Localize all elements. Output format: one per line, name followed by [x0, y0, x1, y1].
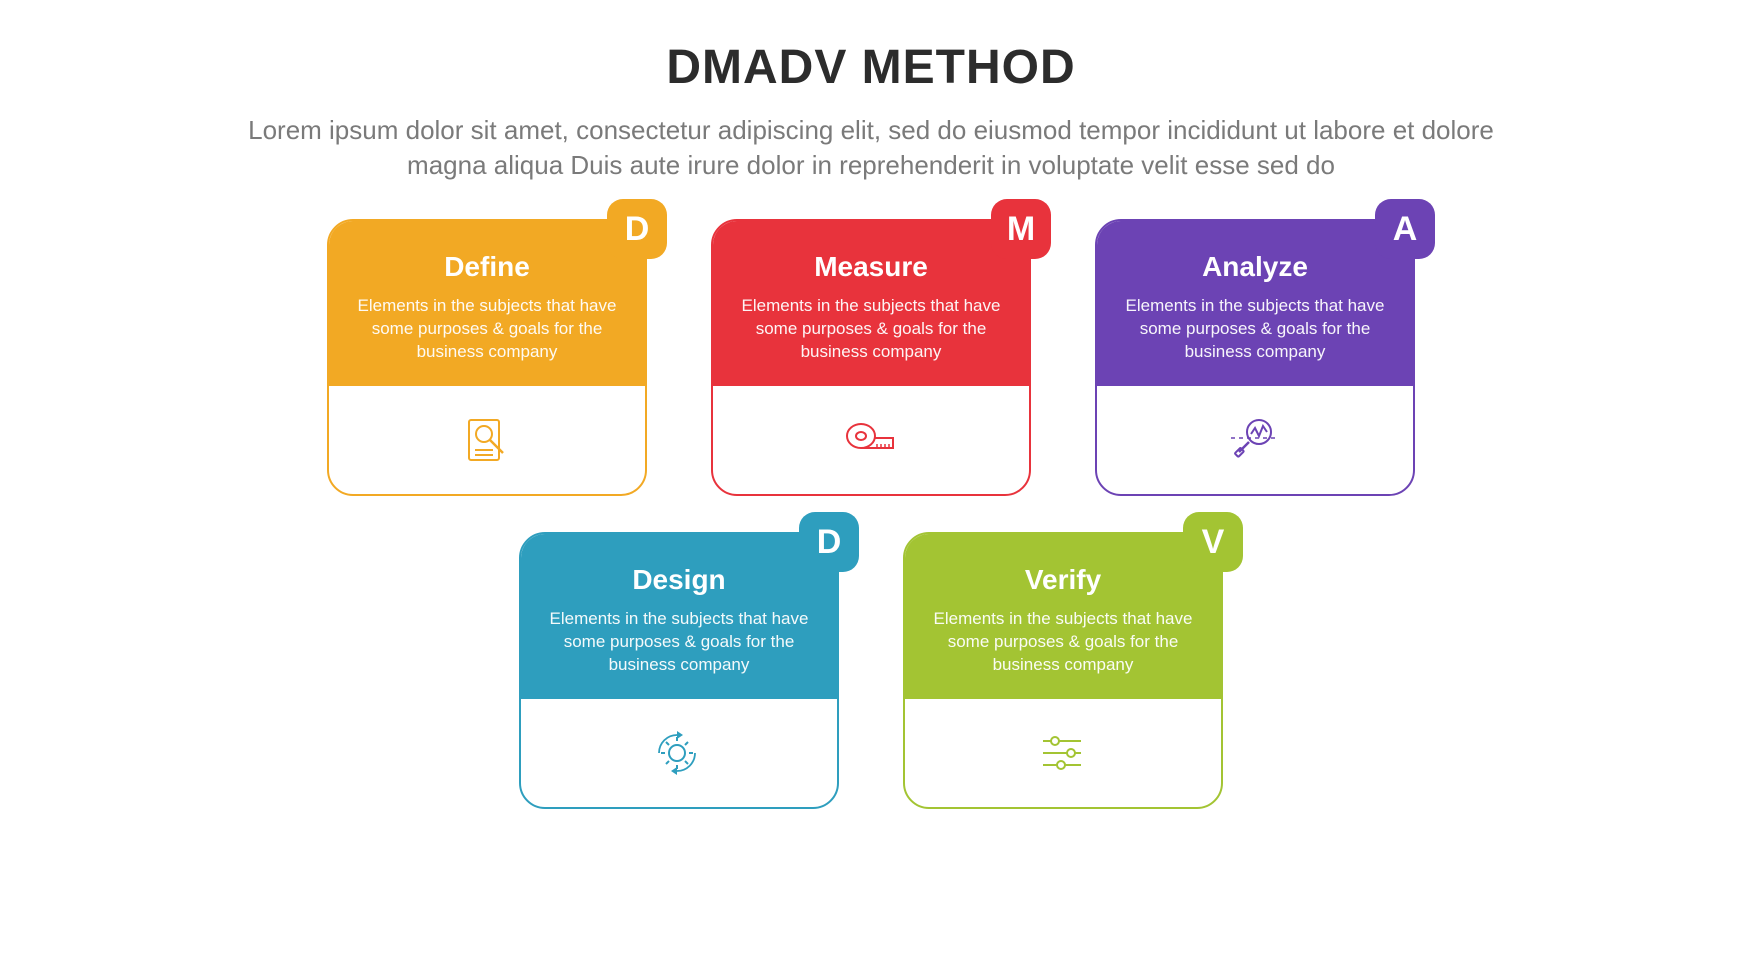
card-rows: D Define Elements in the subjects that hav…	[327, 219, 1415, 809]
card-header: Define Elements in the subjects that have…	[329, 221, 645, 386]
card-verify: VVerifyElements in the subjects that hav…	[903, 532, 1223, 809]
magnify-chart-icon	[1227, 414, 1283, 466]
page-subtitle: Lorem ipsum dolor sit amet, consectetur …	[221, 113, 1521, 183]
card-icon-area	[713, 386, 1029, 494]
badge-letter: D	[607, 199, 667, 259]
card-title: Analyze	[1119, 251, 1391, 283]
card-analyze: AAnalyzeElements in the subjects that ha…	[1095, 219, 1415, 496]
card-icon-area	[521, 699, 837, 807]
card-measure: MMeasureElements in the subjects that ha…	[711, 219, 1031, 496]
card-header: Verify Elements in the subjects that have…	[905, 534, 1221, 699]
card-description: Elements in the subjects that have some …	[927, 608, 1199, 677]
card-header: Analyze Elements in the subjects that hav…	[1097, 221, 1413, 386]
tape-measure-icon	[843, 414, 899, 466]
card-icon-area	[329, 386, 645, 494]
card-row: DDesignElements in the subjects that hav…	[519, 532, 1223, 809]
card-design: DDesignElements in the subjects that hav…	[519, 532, 839, 809]
page-title: DMADV METHOD	[666, 40, 1075, 95]
card-title: Verify	[927, 564, 1199, 596]
card-define: DDefineElements in the subjects that hav…	[327, 219, 647, 496]
sliders-icon	[1035, 727, 1091, 779]
badge-letter: M	[991, 199, 1051, 259]
gear-cycle-icon	[651, 727, 707, 779]
badge-letter: D	[799, 512, 859, 572]
card-icon-area	[1097, 386, 1413, 494]
card-header: Measure Elements in the subjects that hav…	[713, 221, 1029, 386]
badge-letter: A	[1375, 199, 1435, 259]
badge-letter: V	[1183, 512, 1243, 572]
card-description: Elements in the subjects that have some …	[1119, 295, 1391, 364]
document-search-icon	[459, 414, 515, 466]
card-title: Define	[351, 251, 623, 283]
card-title: Measure	[735, 251, 1007, 283]
card-row: DDefineElements in the subjects that hav…	[327, 219, 1415, 496]
card-header: Design Elements in the subjects that have…	[521, 534, 837, 699]
card-description: Elements in the subjects that have some …	[351, 295, 623, 364]
card-description: Elements in the subjects that have some …	[543, 608, 815, 677]
card-description: Elements in the subjects that have some …	[735, 295, 1007, 364]
card-icon-area	[905, 699, 1221, 807]
card-title: Design	[543, 564, 815, 596]
